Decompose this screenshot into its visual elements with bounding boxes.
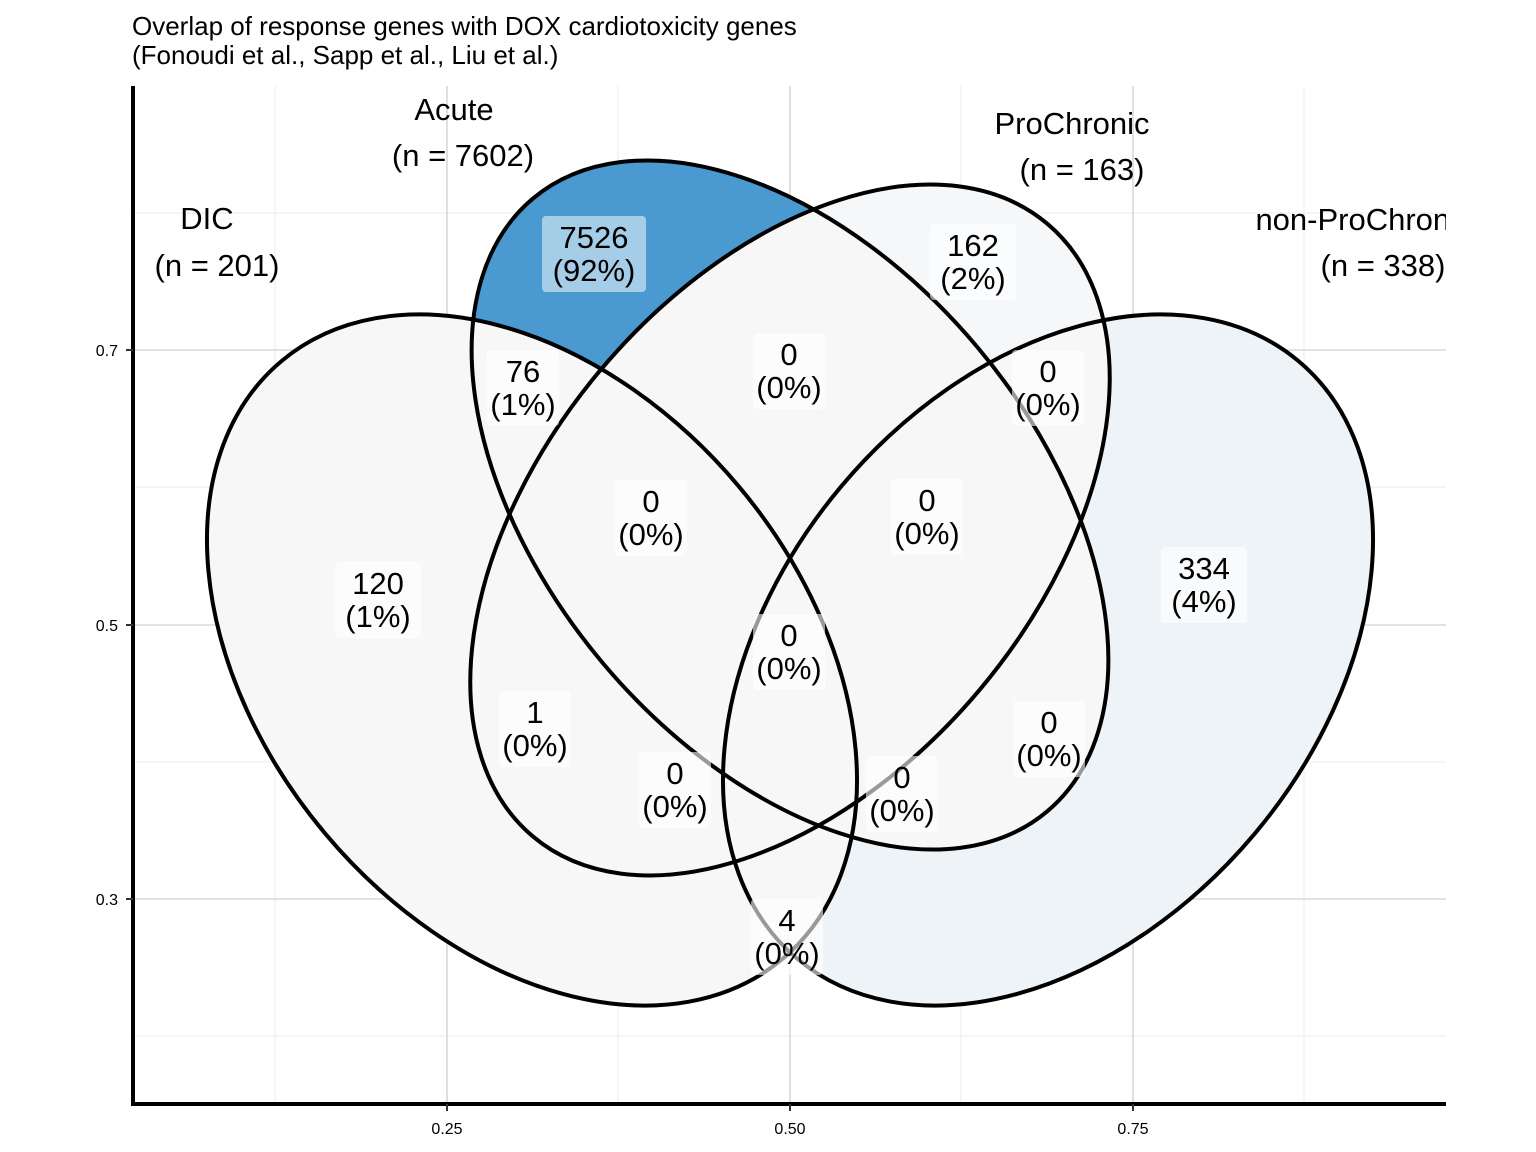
region-label: 334(4%) <box>1161 547 1247 623</box>
region-label-box <box>753 614 825 690</box>
region-count: 0 <box>666 756 683 791</box>
region-count: 0 <box>1039 354 1056 389</box>
y-tick-label: 0.7 <box>96 343 118 360</box>
region-count: 0 <box>780 618 797 653</box>
set-label-acute: Acute <box>414 92 493 127</box>
region-percent: (0%) <box>869 793 934 828</box>
chart-subtitle: (Fonoudi et al., Sapp et al., Liu et al.… <box>132 40 558 70</box>
region-label-box <box>542 216 646 292</box>
region-count: 334 <box>1178 551 1230 586</box>
region-label: 120(1%) <box>335 562 421 638</box>
set-outline-acute <box>469 158 1111 852</box>
region-label: 0(0%) <box>866 756 938 832</box>
region-percent: (1%) <box>345 599 410 634</box>
y-tick-label: 0.5 <box>96 618 118 635</box>
set-size-acute: (n = 7602) <box>392 138 534 173</box>
region-label: 0(0%) <box>1012 350 1084 426</box>
region-label: 4(0%) <box>751 899 823 975</box>
set-label-prochronic: ProChronic <box>994 106 1149 141</box>
set-size-prochronic: (n = 163) <box>1020 152 1145 187</box>
region-label-box <box>891 479 963 555</box>
region-label: 0(0%) <box>615 480 687 556</box>
x-tick-label: 0.75 <box>1117 1121 1148 1138</box>
region-labels: 120(1%)7526(92%)162(2%)334(4%)76(1%)0(0%… <box>335 216 1247 975</box>
region-percent: (0%) <box>1015 387 1080 422</box>
region-percent: (0%) <box>1016 738 1081 773</box>
region-label-box <box>487 350 559 426</box>
region-label-box <box>499 691 571 767</box>
region-count: 0 <box>918 483 935 518</box>
region-label: 76(1%) <box>487 350 559 426</box>
region-label-box <box>615 480 687 556</box>
region-count: 0 <box>893 760 910 795</box>
region-label-box <box>930 224 1016 300</box>
region-count: 4 <box>778 903 795 938</box>
region-label-box <box>866 756 938 832</box>
chart-title: Overlap of response genes with DOX cardi… <box>132 11 797 41</box>
set-size-nonprochronic: (n = 338) <box>1321 248 1446 283</box>
set-size-dic: (n = 201) <box>155 248 280 283</box>
region-label: 1(0%) <box>499 691 571 767</box>
x-tick-label: 0.25 <box>431 1121 462 1138</box>
region-percent: (92%) <box>553 253 636 288</box>
region-count: 7526 <box>560 220 629 255</box>
region-percent: (0%) <box>756 370 821 405</box>
region-label: 0(0%) <box>753 614 825 690</box>
region-percent: (4%) <box>1171 584 1236 619</box>
region-count: 0 <box>642 484 659 519</box>
region-label-box <box>1012 350 1084 426</box>
set-label-nonprochronic: non-ProChronic <box>1255 202 1472 237</box>
set-outline-prochronic <box>468 182 1112 878</box>
x-tick-label: 0.50 <box>774 1121 805 1138</box>
region-label-box <box>1161 547 1247 623</box>
region-label: 0(0%) <box>1013 701 1085 777</box>
region-label-box <box>639 752 711 828</box>
region-label: 0(0%) <box>639 752 711 828</box>
region-label-box <box>335 562 421 638</box>
region-percent: (0%) <box>894 516 959 551</box>
y-tick-label: 0.3 <box>96 892 118 909</box>
region-percent: (1%) <box>490 387 555 422</box>
set-labels: DIC (n = 201) Acute (n = 7602) ProChroni… <box>155 92 1472 283</box>
region-count: 120 <box>352 566 404 601</box>
region-count: 0 <box>780 337 797 372</box>
region-fills <box>207 160 1373 1006</box>
region-percent: (0%) <box>618 517 683 552</box>
region-percent: (2%) <box>940 261 1005 296</box>
region-percent: (0%) <box>756 651 821 686</box>
set-label-dic: DIC <box>180 201 233 236</box>
region-percent: (0%) <box>754 936 819 971</box>
region-count: 162 <box>947 228 999 263</box>
region-percent: (0%) <box>502 728 567 763</box>
region-count: 76 <box>506 354 540 389</box>
region-percent: (0%) <box>642 789 707 824</box>
region-label-box <box>1013 701 1085 777</box>
region-label: 7526(92%) <box>542 216 646 292</box>
x-axis-ticks: 0.25 0.50 0.75 <box>431 1104 1149 1138</box>
region-label: 162(2%) <box>930 224 1016 300</box>
region-label: 0(0%) <box>891 479 963 555</box>
region-count: 1 <box>526 695 543 730</box>
y-axis-ticks: 0.7 0.5 0.3 <box>96 343 133 909</box>
region-label: 0(0%) <box>753 333 825 409</box>
region-label-box <box>753 333 825 409</box>
region-count: 0 <box>1040 705 1057 740</box>
region-label-box <box>751 899 823 975</box>
